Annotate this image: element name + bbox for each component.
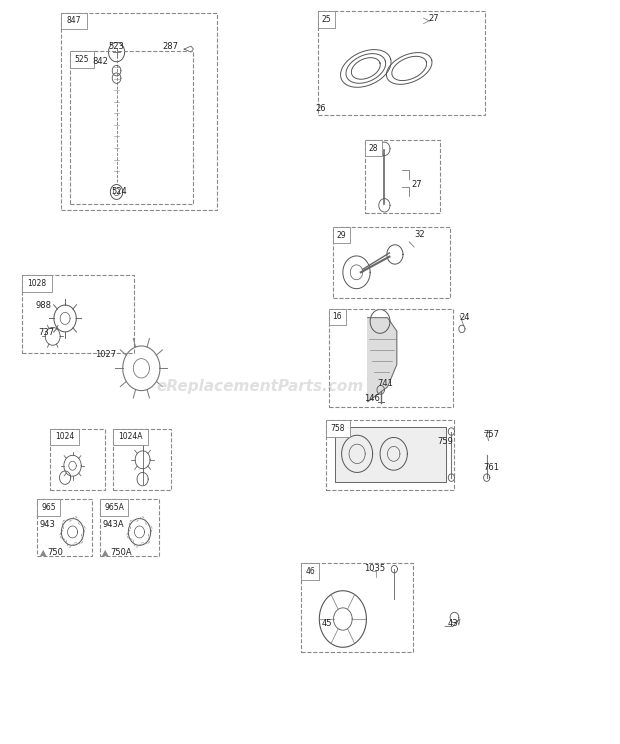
Text: 46: 46	[305, 567, 315, 576]
Bar	[329, 309, 453, 407]
Bar	[22, 275, 134, 353]
Bar	[22, 275, 52, 292]
Bar	[70, 51, 94, 68]
Text: 287: 287	[162, 42, 179, 51]
Bar	[318, 11, 485, 115]
Text: 761: 761	[484, 463, 500, 472]
Bar	[70, 51, 193, 204]
Text: 25: 25	[322, 15, 332, 24]
Text: 741: 741	[378, 379, 394, 388]
Text: ▲: ▲	[102, 548, 108, 557]
Text: 943: 943	[40, 520, 56, 529]
Text: 757: 757	[484, 430, 500, 439]
Bar	[318, 11, 335, 28]
Text: 750A: 750A	[110, 548, 132, 557]
Bar	[326, 420, 350, 437]
Text: 965A: 965A	[104, 503, 125, 512]
Text: 1027: 1027	[95, 350, 116, 359]
Polygon shape	[335, 427, 446, 482]
Bar	[113, 429, 148, 445]
Bar	[61, 13, 87, 29]
Text: 16: 16	[332, 312, 342, 321]
Bar	[333, 227, 350, 243]
Text: 45: 45	[322, 619, 332, 628]
Bar	[100, 499, 159, 556]
Text: 943A: 943A	[103, 520, 124, 529]
Text: 28: 28	[368, 144, 378, 153]
Text: 27: 27	[428, 14, 440, 23]
Polygon shape	[368, 318, 397, 402]
Text: 43: 43	[447, 619, 458, 628]
Bar	[329, 309, 346, 325]
Bar	[365, 140, 382, 156]
Bar	[301, 563, 413, 652]
Bar	[326, 420, 454, 490]
Bar	[301, 563, 319, 580]
Bar	[61, 13, 217, 210]
Text: 758: 758	[330, 424, 345, 433]
Bar	[365, 140, 440, 213]
Text: 965: 965	[41, 503, 56, 512]
Text: 523: 523	[108, 42, 125, 51]
Text: 847: 847	[66, 16, 81, 25]
Text: 1028: 1028	[28, 279, 46, 288]
Text: eReplacementParts.com: eReplacementParts.com	[157, 379, 364, 394]
Bar	[37, 499, 92, 556]
Text: ▲: ▲	[40, 548, 46, 557]
Text: 842: 842	[92, 57, 108, 65]
Text: 750: 750	[48, 548, 64, 557]
Text: 525: 525	[74, 55, 89, 64]
Text: 32: 32	[414, 230, 425, 239]
Text: 29: 29	[337, 231, 347, 240]
Text: 27: 27	[411, 180, 422, 189]
Text: 1024: 1024	[55, 432, 74, 441]
Text: 146: 146	[364, 394, 380, 403]
Bar	[333, 227, 449, 298]
Text: 524: 524	[111, 187, 127, 196]
Bar	[50, 429, 105, 490]
Bar	[113, 429, 170, 490]
Text: 737: 737	[38, 328, 55, 337]
Text: 1035: 1035	[364, 564, 385, 573]
Bar	[50, 429, 79, 445]
Text: 759: 759	[437, 437, 453, 446]
Bar	[100, 499, 128, 516]
Text: 26: 26	[316, 104, 327, 113]
Bar	[37, 499, 60, 516]
Text: 24: 24	[460, 313, 470, 322]
Text: 988: 988	[35, 301, 51, 310]
Text: 1024A: 1024A	[118, 432, 143, 441]
